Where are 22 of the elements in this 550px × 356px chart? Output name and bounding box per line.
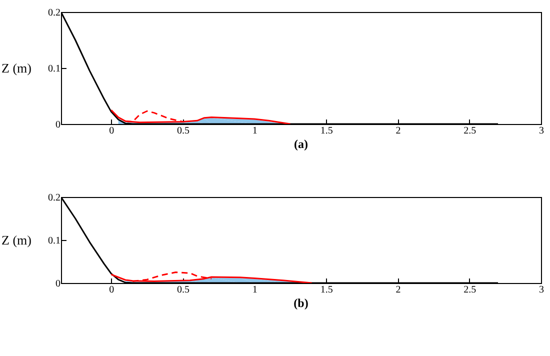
x-tick-label: 1.5 (320, 284, 333, 296)
x-tick-label: 2.5 (464, 284, 476, 296)
x-tick-label: 3 (539, 284, 544, 296)
x-tick-label: 1 (252, 284, 258, 296)
x-tick-label: 2 (396, 126, 401, 136)
text: (a) (294, 137, 308, 151)
y-axis-title: Z (m) (2, 60, 32, 76)
x-tick-label: 1 (252, 126, 258, 136)
y-tick-label: 0.2 (48, 8, 60, 18)
x-tick-label: 0 (109, 126, 114, 136)
y-tick-label: 0.1 (48, 64, 60, 74)
x-tick-label: 0.5 (177, 284, 190, 296)
x-tick-label: 2.5 (464, 126, 476, 136)
y-tick-label: 0.1 (48, 236, 60, 246)
y-tick-label: 0.2 (48, 192, 60, 204)
x-tick-label: 0 (109, 284, 114, 296)
x-tick-label: 0.5 (177, 126, 190, 136)
x-tick-label: 3 (539, 126, 544, 136)
text: (b) (294, 296, 308, 310)
x-tick-label: 2 (396, 284, 401, 296)
x-tick-label: 1.5 (320, 126, 333, 136)
y-axis-title: Z (m) (2, 232, 32, 248)
